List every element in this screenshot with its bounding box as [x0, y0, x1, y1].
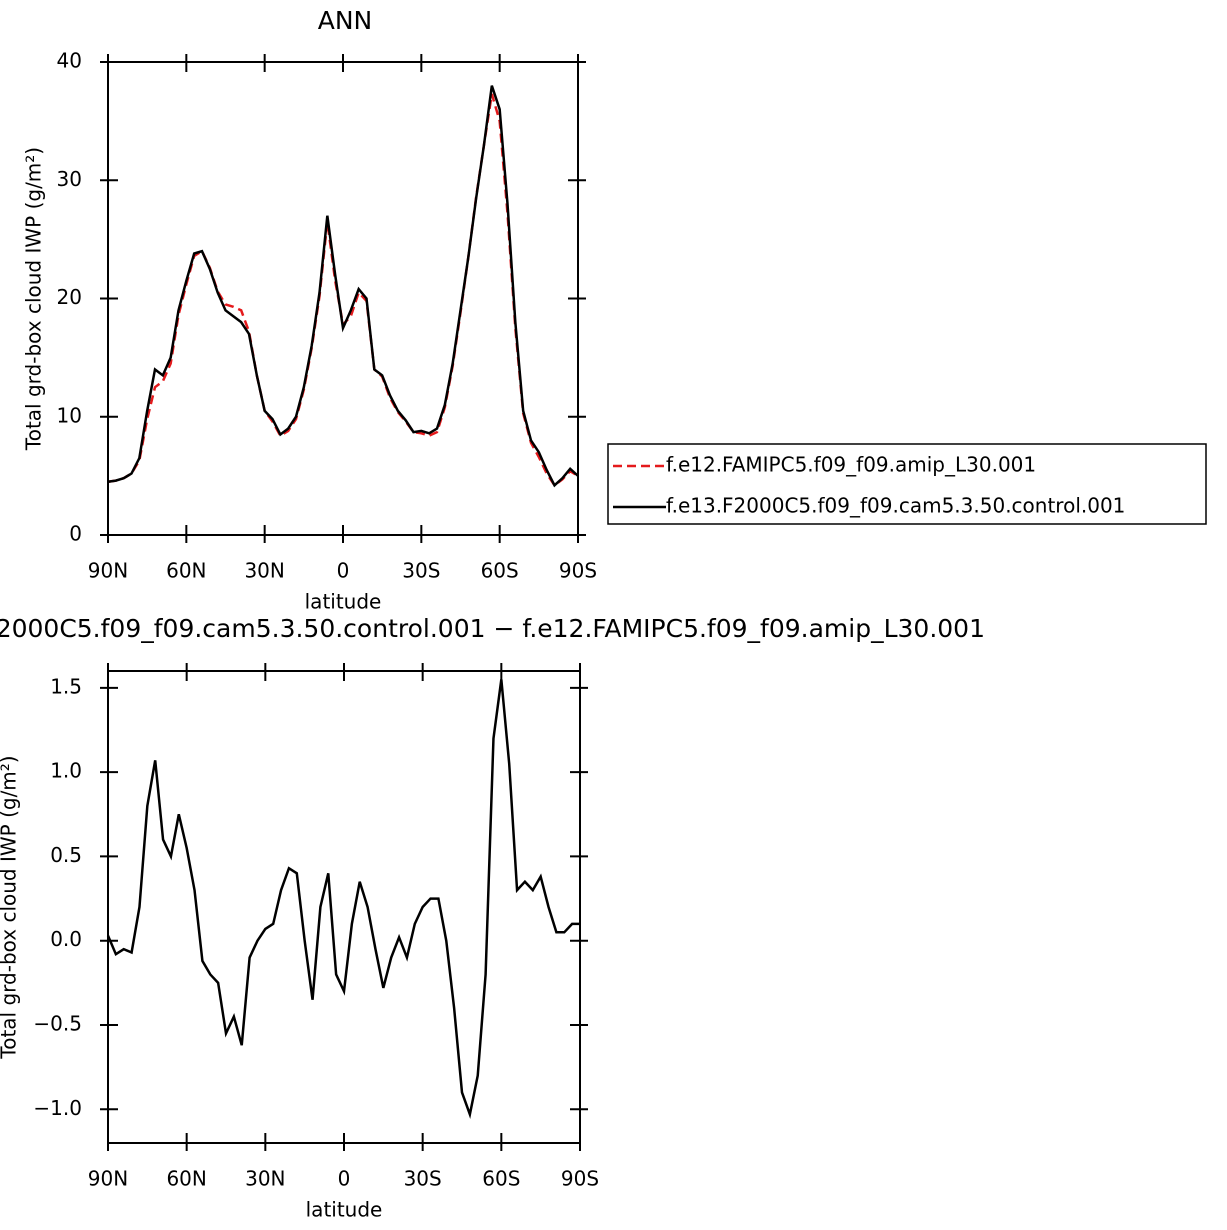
y-tick-label: 0.0: [50, 927, 82, 951]
x-tick-label: 60N: [166, 1167, 206, 1191]
x-tick-label: 60S: [482, 1167, 520, 1191]
plot-frame: [107, 670, 581, 1144]
x-tick-label: 30S: [402, 559, 440, 583]
legend-box: [607, 443, 1207, 525]
y-tick-label: −1.0: [33, 1096, 82, 1120]
chart-title: ANN: [318, 6, 373, 35]
y-tick-label: 10: [57, 403, 82, 427]
y-tick-label: −0.5: [33, 1012, 82, 1036]
legend-label: f.e12.FAMIPC5.f09_f09.amip_L30.001: [666, 453, 1036, 477]
y-tick-label: 20: [57, 285, 82, 309]
x-tick-label: 60S: [481, 559, 519, 583]
y-tick-label: 0: [69, 522, 82, 546]
x-axis-label: latitude: [305, 590, 382, 614]
y-tick-label: 40: [57, 49, 82, 73]
x-tick-label: 30N: [244, 559, 284, 583]
x-tick-label: 30N: [245, 1167, 285, 1191]
legend-label: f.e13.F2000C5.f09_f09.cam5.3.50.control.…: [666, 494, 1125, 518]
x-tick-label: 90S: [561, 1167, 599, 1191]
data-line: [106, 679, 580, 1119]
y-tick-label: 1.5: [50, 674, 82, 698]
y-tick-label: 30: [57, 167, 82, 191]
x-tick-label: 90S: [559, 559, 597, 583]
x-axis-label: latitude: [306, 1198, 383, 1222]
x-tick-label: 90N: [88, 1167, 128, 1191]
y-axis-label: Total grd-box cloud IWP (g/m²): [22, 147, 46, 451]
x-tick-label: 30S: [404, 1167, 442, 1191]
x-tick-label: 0: [338, 1167, 351, 1191]
data-line: [107, 85, 579, 488]
chart-title: f.e13.F2000C5.f09_f09.cam5.3.50.control.…: [0, 614, 985, 643]
data-line: [107, 93, 579, 488]
y-tick-label: 1.0: [50, 759, 82, 783]
x-tick-label: 0: [337, 559, 350, 583]
y-axis-label: Total grd-box cloud IWP (g/m²): [0, 755, 21, 1059]
y-tick-label: 0.5: [50, 843, 82, 867]
plot-frame: [107, 61, 579, 536]
x-tick-label: 60N: [166, 559, 206, 583]
x-tick-label: 90N: [88, 559, 128, 583]
